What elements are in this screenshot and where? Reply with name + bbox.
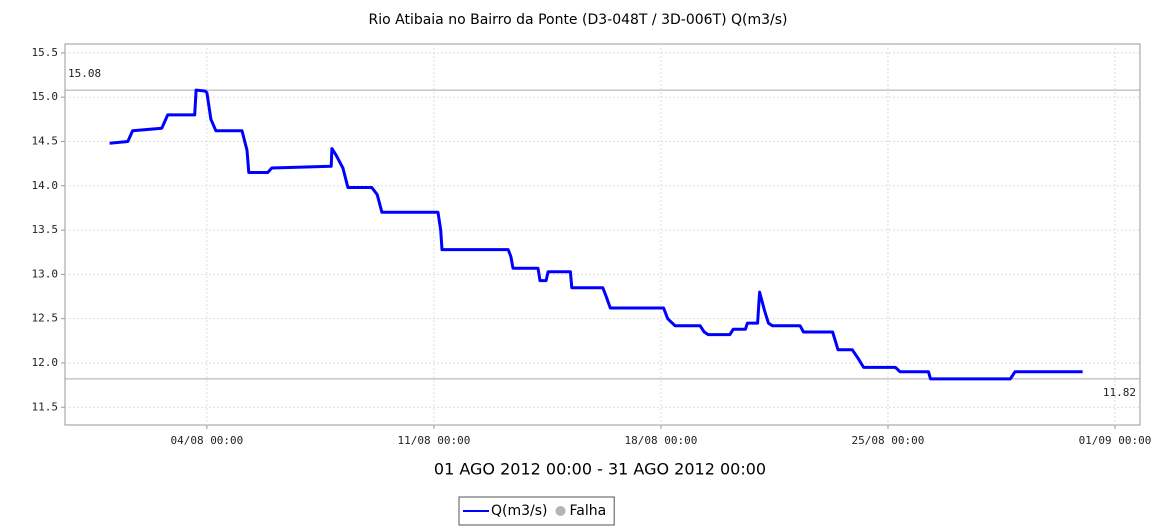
y-tick-label: 15.5 bbox=[32, 46, 59, 59]
marker-label: 11.82 bbox=[1103, 386, 1136, 399]
y-tick-label: 12.5 bbox=[32, 312, 59, 325]
y-tick-label: 15.0 bbox=[32, 90, 59, 103]
x-axis-label: 01 AGO 2012 00:00 - 31 AGO 2012 00:00 bbox=[434, 460, 766, 479]
plot-area bbox=[64, 43, 1141, 426]
y-tick-label: 14.5 bbox=[32, 134, 59, 147]
x-tick-label: 04/08 00:00 bbox=[170, 434, 243, 447]
marker-label: 15.08 bbox=[68, 67, 101, 80]
chart-title: Rio Atibaia no Bairro da Ponte (D3-048T … bbox=[368, 12, 787, 28]
x-tick-label: 11/08 00:00 bbox=[397, 434, 470, 447]
x-tick-label: 18/08 00:00 bbox=[625, 434, 698, 447]
y-tick-label: 12.0 bbox=[32, 356, 59, 369]
x-tick-label: 25/08 00:00 bbox=[852, 434, 925, 447]
legend-swatch bbox=[555, 506, 566, 516]
y-tick-label: 14.0 bbox=[32, 179, 59, 192]
legend-label: Q(m3/s) bbox=[491, 503, 548, 519]
y-tick-label: 13.0 bbox=[32, 267, 59, 280]
x-tick-label: 01/09 00:00 bbox=[1079, 434, 1152, 447]
y-tick-label: 13.5 bbox=[32, 223, 59, 236]
y-tick-label: 11.5 bbox=[32, 400, 59, 413]
legend bbox=[458, 496, 615, 526]
data-line bbox=[109, 88, 1083, 381]
legend-label: Falha bbox=[570, 503, 607, 519]
